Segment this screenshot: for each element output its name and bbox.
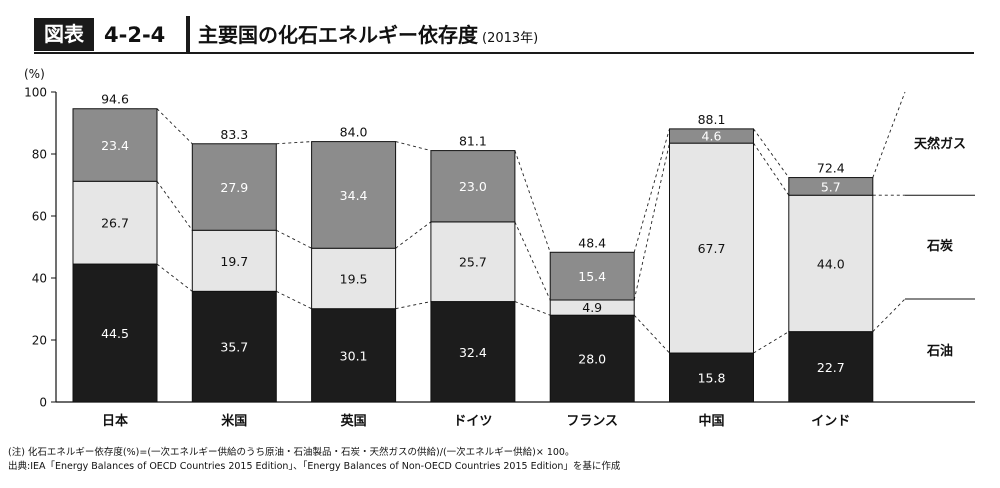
bar-segment (311, 308, 397, 403)
bar-data-label: 15.4 (578, 269, 606, 284)
bar-data-label: 67.7 (698, 241, 726, 256)
connector-dash (156, 108, 193, 145)
legend-label: 石油 (926, 343, 953, 359)
x-category-label: 英国 (340, 413, 367, 429)
bar-segment (191, 229, 277, 292)
y-tick-label: 40 (32, 272, 47, 286)
y-tick-label: 20 (32, 334, 47, 348)
bar-segment (549, 314, 635, 403)
bar-segment (669, 352, 754, 403)
bar-total-label: 72.4 (817, 161, 845, 176)
bar-segment (311, 247, 397, 310)
bar-data-label: 5.7 (821, 179, 841, 194)
legend-label: 天然ガス (914, 136, 966, 152)
chart-note-source: 出典:IEA「Energy Balances of OECD Countries… (8, 461, 621, 472)
bar-data-label: 35.7 (220, 340, 248, 355)
legend-leader-dash (872, 91, 906, 178)
bar-data-label: 28.0 (578, 352, 606, 367)
x-category-label: インド (811, 414, 850, 429)
stacked-bar-chart: (%) 0 20 40 60 80 100 44.5 26.7 23.4 94.6 日本 35.7 19.… (24, 67, 975, 429)
connector-dash (514, 301, 551, 316)
connector-dash (753, 128, 790, 178)
figure-title: 主要国の化石エネルギー依存度 (2013年) (198, 20, 538, 54)
bar-segment (311, 141, 397, 249)
bar-total-label: 83.3 (220, 127, 248, 142)
y-tick-label: 60 (32, 210, 47, 224)
connector-dash (395, 141, 432, 152)
chart-note-definition: (注) 化石エネルギー依存度(%)=(一次エネルギー供給のうち原油・石油製品・石… (8, 447, 575, 458)
bar-total-label: 81.1 (459, 134, 487, 149)
figure-title-year: (2013年) (482, 31, 539, 46)
bar-segment (430, 221, 516, 303)
bar-data-label: 19.7 (220, 254, 248, 269)
connector-dash (753, 331, 790, 354)
bar-segment (191, 143, 277, 231)
bar-data-label: 25.7 (459, 255, 487, 270)
connector-dash (753, 142, 790, 196)
bar-data-label: 27.9 (220, 180, 248, 195)
connector-dash (276, 290, 312, 310)
figure-title-text: 主要国の化石エネルギー依存度 (198, 23, 478, 47)
header-rule (34, 52, 974, 54)
legend-leader-dash (872, 298, 906, 332)
bar-data-label: 19.5 (340, 271, 368, 286)
bar-data-label: 26.7 (101, 216, 129, 231)
bar-total-label: 88.1 (698, 112, 726, 127)
connector-dash (156, 181, 193, 231)
x-category-label: 米国 (221, 413, 247, 429)
connector-dash (514, 221, 551, 301)
connector-dash (633, 128, 670, 253)
bar-data-label: 4.6 (702, 129, 722, 144)
bar-data-label: 44.5 (101, 326, 129, 341)
bar-total-label: 48.4 (578, 235, 606, 250)
bar-segment (72, 108, 158, 182)
header-divider (186, 16, 190, 52)
bar-segment (549, 251, 635, 301)
connector-dash (276, 141, 312, 145)
x-category-label: 中国 (698, 413, 724, 429)
bar-data-label: 44.0 (817, 256, 845, 271)
connector-dash (633, 143, 670, 301)
figure-badge: 図表 (34, 18, 94, 51)
y-axis-label: (%) (24, 67, 45, 81)
bar-segment (788, 331, 874, 403)
connector-dash (395, 221, 432, 249)
bar-segment (430, 301, 516, 403)
connector-dash (395, 301, 431, 310)
bar-data-label: 23.0 (459, 179, 487, 194)
connector-dash (276, 229, 312, 249)
x-category-label: ドイツ (453, 414, 492, 429)
legend-label: 石炭 (926, 238, 953, 254)
bar-data-label: 4.9 (582, 300, 602, 315)
bar-total-label: 94.6 (101, 92, 129, 107)
connector-dash (633, 314, 670, 354)
bar-data-label: 22.7 (817, 360, 845, 375)
y-tick-label: 80 (32, 148, 47, 162)
bar-total-label: 84.0 (340, 125, 368, 140)
bar-segment (669, 142, 754, 354)
x-category-label: 日本 (102, 413, 128, 429)
bar-data-label: 34.4 (340, 188, 368, 203)
bar-data-label: 32.4 (459, 345, 487, 360)
y-tick-label: 0 (39, 396, 47, 410)
bar-segment (788, 177, 874, 196)
bar-segment (669, 128, 754, 144)
connector-dash (514, 150, 551, 253)
bar-segment (788, 194, 874, 333)
connector-dash (156, 263, 193, 292)
bar-data-label: 23.4 (101, 138, 129, 153)
bar-segment (191, 290, 277, 403)
bar-data-label: 30.1 (340, 348, 368, 363)
y-tick-label: 100 (24, 86, 47, 100)
figure-header: 図表 4-2-4 主要国の化石エネルギー依存度 (2013年) (0, 0, 1000, 60)
x-category-label: フランス (566, 414, 618, 429)
bar-data-label: 15.8 (698, 371, 726, 386)
bar-segment (430, 150, 516, 223)
figure-number: 4-2-4 (104, 23, 166, 47)
